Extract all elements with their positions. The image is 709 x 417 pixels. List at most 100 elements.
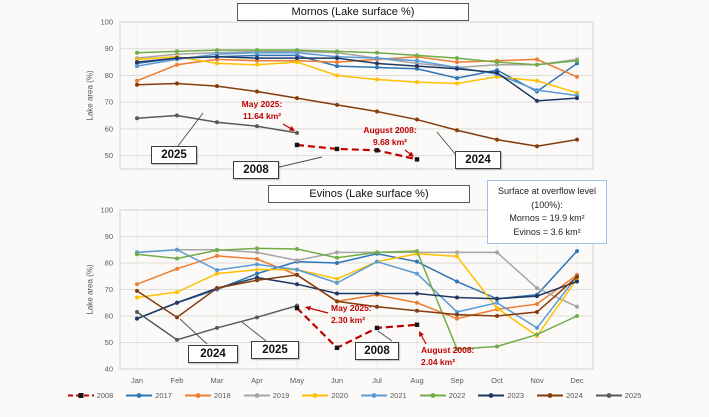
x-tick-label: Jul: [372, 376, 382, 385]
legend-label: 2022: [448, 391, 466, 400]
line-path: [136, 55, 578, 102]
data-marker: [135, 252, 139, 257]
data-marker: [295, 60, 299, 65]
data-marker: [175, 256, 179, 261]
line-path: [136, 252, 578, 337]
data-marker: [335, 299, 339, 304]
legend-label: 2008: [96, 391, 114, 400]
legend-label: 2017: [155, 391, 172, 400]
data-marker: [135, 316, 139, 321]
x-tick-label: Sep: [450, 376, 463, 385]
data-marker: [455, 76, 459, 81]
callout-line: May 2025:: [241, 99, 283, 109]
callout-line: 2.04 km²: [421, 356, 456, 367]
data-marker: [335, 291, 339, 296]
legend-label: 2025: [624, 391, 642, 400]
data-marker: [415, 117, 419, 122]
data-marker: [495, 296, 499, 301]
annotation-arrowhead: [419, 331, 424, 337]
annotation-arrow: [420, 334, 427, 345]
evinos-2025-label-box: 2025: [251, 341, 299, 359]
data-marker: [455, 81, 459, 86]
data-marker: [575, 304, 579, 309]
data-marker: [375, 56, 379, 61]
data-marker: [215, 253, 219, 258]
data-marker: [255, 267, 259, 272]
x-tick-label: Jun: [331, 376, 343, 385]
data-marker: [575, 58, 579, 63]
data-marker: [375, 291, 379, 296]
callout-line: August 2008:: [421, 345, 475, 355]
x-tick-label: Mar: [211, 376, 224, 385]
data-marker: [215, 48, 219, 53]
line-path: [136, 247, 578, 350]
data-marker: [575, 74, 579, 79]
x-tick-label: Aug: [410, 376, 423, 385]
line-path: [136, 82, 578, 148]
legend-marker-2023: [478, 393, 505, 398]
data-marker: [175, 81, 179, 86]
data-marker: [415, 58, 419, 63]
data-marker: [335, 60, 339, 65]
data-marker: [415, 64, 419, 69]
legend-marker-2008: [67, 393, 94, 398]
y-tick-label: 90: [105, 232, 113, 241]
data-marker: [335, 276, 339, 281]
leader-line: [241, 321, 267, 342]
data-marker: [535, 294, 539, 299]
legend-item-2021: 2021: [361, 391, 407, 400]
data-marker: [535, 62, 539, 67]
y-tick-label: 50: [105, 338, 113, 347]
data-marker: [575, 314, 579, 318]
data-marker: [455, 295, 459, 300]
line-path: [136, 274, 578, 319]
data-marker: [495, 314, 499, 318]
data-marker: [215, 120, 219, 125]
data-marker: [135, 50, 139, 55]
legend: 2008 2017 2018 2019 2020 2021 2022 2023 2024 2025: [0, 391, 709, 400]
legend-item-2008: 2008: [67, 391, 114, 400]
leader-line: [179, 318, 208, 345]
line-path: [136, 276, 578, 320]
data-marker: [215, 268, 219, 273]
data-marker: [455, 128, 459, 133]
leader-line: [377, 330, 393, 342]
data-marker: [255, 89, 259, 94]
data-marker: [135, 64, 139, 69]
data-marker: [375, 77, 379, 82]
data-marker: [535, 325, 539, 330]
data-marker: [535, 332, 539, 337]
data-marker: [255, 56, 259, 61]
evinos-2008-label-box: 2008: [355, 342, 399, 360]
data-marker: [295, 267, 299, 272]
data-marker: [255, 62, 259, 67]
infobox-line: (100%):: [531, 199, 563, 210]
evinos-y-axis-label: Lake area (%): [85, 264, 95, 315]
data-marker: [255, 278, 259, 283]
data-marker: [255, 262, 259, 267]
data-marker: [255, 124, 259, 129]
data-marker: [135, 310, 139, 315]
data-marker: [495, 60, 499, 65]
line-path: [136, 51, 578, 97]
evinos-chart-title: Evinos (Lake surface %): [268, 185, 470, 203]
series-2008-line: [294, 305, 420, 350]
legend-marker-2019: [243, 393, 270, 398]
infobox-line: Evinos = 3.6 km²: [513, 226, 581, 237]
x-tick-label: Oct: [491, 376, 504, 385]
legend-marker-2025: [595, 393, 622, 398]
data-marker: [295, 56, 299, 61]
data-marker: [414, 322, 420, 327]
data-marker: [135, 78, 139, 83]
data-marker: [455, 56, 459, 61]
y-tick-label: 50: [105, 151, 113, 160]
data-marker: [535, 98, 539, 103]
data-marker: [334, 146, 340, 152]
data-marker: [135, 116, 139, 121]
data-marker: [175, 337, 179, 342]
data-marker: [175, 247, 179, 252]
data-marker: [415, 308, 419, 313]
legend-marker-2022: [419, 393, 446, 398]
data-marker: [335, 261, 339, 265]
